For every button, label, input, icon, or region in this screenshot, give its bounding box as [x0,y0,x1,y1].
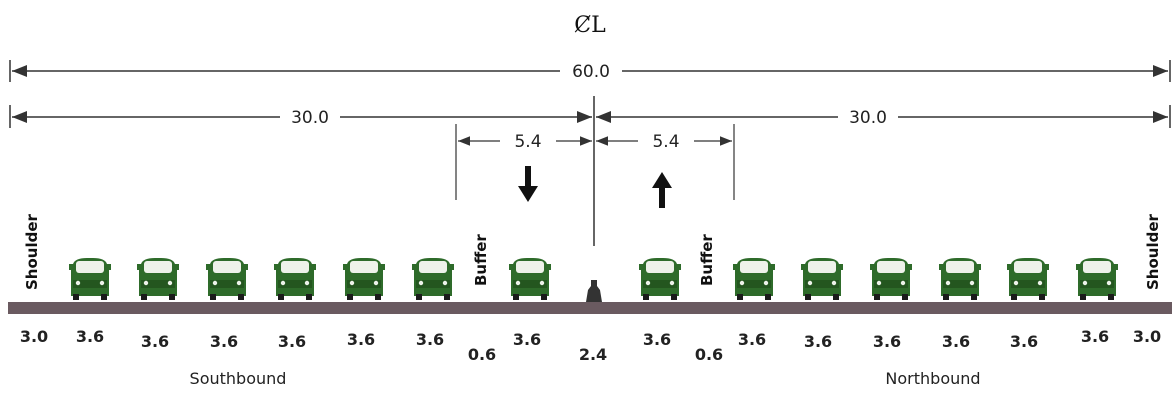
hov-dimension-right: 5.4 [596,124,735,200]
half-width-label-right: 30.0 [849,108,887,128]
half-width-dimension-left: 30.0 [9,105,592,128]
arrow-down-icon [518,166,538,202]
pavement [8,302,1172,314]
car-front-icon [870,258,912,300]
hov-width-label-right: 5.4 [652,132,679,152]
car-front-icon [733,258,775,300]
hov-width-label-left: 5.4 [514,132,541,152]
lane-width-value: 3.6 [513,330,541,349]
lane-width-value: 3.6 [804,332,832,351]
arrow-up-icon [652,172,672,208]
lane-width-value: 3.6 [873,332,901,351]
lane-width-value: 3.6 [942,332,970,351]
lane-width-value: 3.6 [416,330,444,349]
half-width-label-left: 30.0 [291,108,329,128]
car-front-icon [343,258,385,300]
lane-widths-left: 3.0 3.6 3.6 3.6 3.6 3.6 3.6 0.6 3.6 [20,327,541,364]
car-front-icon [206,258,248,300]
car-front-icon [801,258,843,300]
car-front-icon [137,258,179,300]
buffer-label-left: Buffer [472,234,490,286]
half-width-dimension-right: 30.0 [596,105,1171,128]
southbound-label: Southbound [190,369,287,388]
car-front-icon [274,258,316,300]
lane-width-value: 0.6 [695,345,723,364]
shoulder-label-right: Shoulder [1144,213,1162,290]
lane-width-value: 3.6 [141,332,169,351]
lane-width-value: 3.6 [278,332,306,351]
northbound-label: Northbound [885,369,980,388]
centerline-label: ȻL [574,13,606,38]
car-front-icon [412,258,454,300]
car-front-icon [939,258,981,300]
total-width-dimension: 60.0 [9,60,1171,82]
lane-width-value: 3.6 [643,330,671,349]
lane-width-value: 3.6 [210,332,238,351]
total-width-label: 60.0 [572,62,610,82]
lane-width-value: 3.6 [738,330,766,349]
lane-widths-right: 3.6 0.6 3.6 3.6 3.6 3.6 3.6 3.6 3.0 [643,327,1161,364]
shoulder-label-left: Shoulder [23,213,41,290]
lane-width-value: 3.6 [347,330,375,349]
lane-width-value: 0.6 [468,345,496,364]
hov-dimension-left: 5.4 [455,124,592,200]
jersey-barrier-icon [586,280,602,302]
car-front-icon [1076,258,1118,300]
buffer-label-right: Buffer [698,234,716,286]
car-front-icon [1007,258,1049,300]
car-front-icon [639,258,681,300]
lane-width-value: 3.6 [1010,332,1038,351]
median-width-value: 2.4 [579,345,607,364]
lane-width-value: 3.0 [20,327,48,346]
car-front-icon [509,258,551,300]
lane-width-value: 3.0 [1133,327,1161,346]
lane-width-value: 3.6 [1081,327,1109,346]
lane-width-value: 3.6 [76,327,104,346]
car-front-icon [69,258,111,300]
